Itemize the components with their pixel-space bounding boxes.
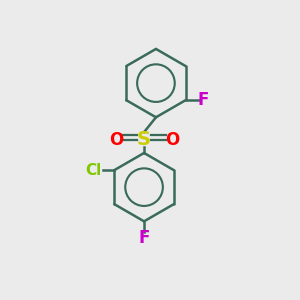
Text: F: F [198, 91, 209, 109]
Text: S: S [137, 130, 151, 149]
Text: Cl: Cl [85, 163, 102, 178]
Text: O: O [165, 130, 179, 148]
Text: O: O [109, 130, 123, 148]
Text: F: F [138, 229, 150, 247]
